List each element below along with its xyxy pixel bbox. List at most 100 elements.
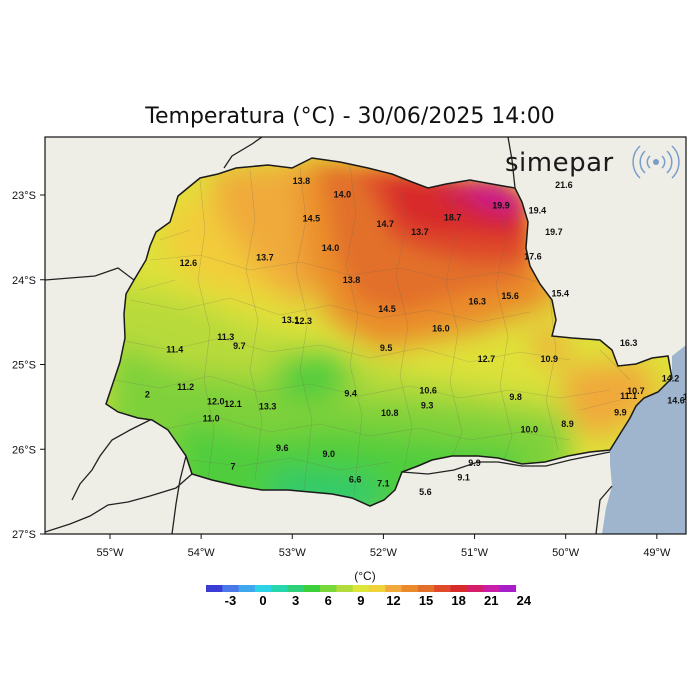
colorbar-swatch xyxy=(369,585,386,592)
lat-tick-label: 27°S xyxy=(12,529,36,541)
station-value: 12.6 xyxy=(180,258,198,268)
map-frame xyxy=(44,136,687,535)
colorbar-tick-label: -3 xyxy=(225,593,237,608)
station-value: 9.7 xyxy=(233,341,246,351)
colorbar-swatch xyxy=(385,585,402,592)
station-value: 16.0 xyxy=(432,323,450,333)
lat-tick-label: 23°S xyxy=(12,190,36,202)
station-value: 13.7 xyxy=(411,227,429,237)
lat-tick-label: 25°S xyxy=(12,360,36,372)
colorbar-swatch xyxy=(320,585,337,592)
station-value: 14.2 xyxy=(662,373,680,383)
station-value: 10.8 xyxy=(381,408,399,418)
colorbar-swatch xyxy=(401,585,419,592)
station-value: 11.4 xyxy=(166,345,183,355)
station-value: 9.3 xyxy=(421,401,434,411)
station-value: 14.6 xyxy=(667,395,685,405)
station-value: 19.7 xyxy=(545,227,563,237)
station-value: 12.1 xyxy=(224,399,242,409)
station-value: 15.4 xyxy=(551,289,569,299)
colorbar: (°C) -3 0 3 6 9 12 15 18 21 24 xyxy=(206,569,532,608)
colorbar-swatch xyxy=(287,585,305,592)
colorbar-swatch xyxy=(352,585,370,592)
station-value: 9.4 xyxy=(344,389,357,399)
station-value: 14.5 xyxy=(378,304,396,314)
station-value: 9.5 xyxy=(380,343,393,353)
colorbar-tick-label: 12 xyxy=(386,593,400,608)
municipal-borders xyxy=(114,164,631,496)
station-value: 7.1 xyxy=(377,479,390,489)
station-value: 10.0 xyxy=(520,424,538,434)
signal-waves-icon xyxy=(632,145,680,179)
simepar-logo: simepar xyxy=(505,145,680,179)
colorbar-swatch xyxy=(499,585,517,592)
station-value: 7 xyxy=(231,462,236,472)
lon-tick-label: 49°W xyxy=(643,547,671,559)
station-value: 14.5 xyxy=(303,213,321,223)
lon-tick-label: 52°W xyxy=(370,547,398,559)
station-value: 11.3 xyxy=(217,332,234,342)
station-value: 14.0 xyxy=(322,243,340,253)
lat-tick-label: 26°S xyxy=(12,444,36,456)
state-outline xyxy=(105,157,673,507)
map-title: Temperatura (°C) - 30/06/2025 14:00 xyxy=(145,104,555,129)
colorbar-tick-label: 6 xyxy=(325,593,332,608)
lat-tick-label: 24°S xyxy=(12,275,36,287)
station-value: 12.7 xyxy=(478,354,496,364)
colorbar-swatch xyxy=(254,585,272,592)
colorbar-tick-label: 15 xyxy=(419,593,433,608)
station-value: 21.6 xyxy=(555,180,573,190)
station-value: 13.1 xyxy=(282,315,300,325)
colorbar-tick-label: 24 xyxy=(517,593,532,608)
logo-text: simepar xyxy=(505,148,614,178)
station-value: 6.6 xyxy=(349,474,362,484)
station-value: 19.9 xyxy=(492,201,510,211)
neighbor-borders xyxy=(45,137,613,534)
station-value: 10.9 xyxy=(541,354,559,364)
station-value: 10.7 xyxy=(627,386,645,396)
colorbar-swatch xyxy=(271,585,288,592)
station-value: 5.6 xyxy=(419,487,432,497)
colorbar-tick-label: 3 xyxy=(292,593,299,608)
colorbar-swatch xyxy=(336,585,354,592)
colorbar-swatch xyxy=(206,585,223,592)
lon-tick-label: 50°W xyxy=(552,547,580,559)
station-value: 15.2 xyxy=(683,392,700,402)
colorbar-tick-label: 18 xyxy=(451,593,465,608)
station-value: 13.7 xyxy=(256,252,274,262)
station-value: 13.8 xyxy=(293,176,311,186)
station-value: 12.0 xyxy=(207,396,225,406)
station-value: 13.8 xyxy=(343,275,361,285)
colorbar-tick-label: 21 xyxy=(484,593,498,608)
colorbar-swatch xyxy=(222,585,239,592)
colorbar-swatch xyxy=(238,585,256,592)
colorbar-swatch xyxy=(466,585,484,592)
station-value: 18.7 xyxy=(444,212,462,222)
lon-tick-label: 55°W xyxy=(96,547,124,559)
colorbar-unit: (°C) xyxy=(354,569,375,583)
colorbar-swatch xyxy=(483,585,500,592)
colorbar-swatch xyxy=(434,585,451,592)
colorbar-swatch xyxy=(450,585,468,592)
station-value: 12.3 xyxy=(294,316,312,326)
station-value: 13.3 xyxy=(259,401,277,411)
station-value: 9.0 xyxy=(322,449,335,459)
station-value: 11.0 xyxy=(203,413,220,423)
colorbar-tick-label: 9 xyxy=(357,593,364,608)
colorbar-tick-label: 0 xyxy=(259,593,266,608)
colorbar-swatch xyxy=(417,585,435,592)
station-value: 16.3 xyxy=(620,338,638,348)
station-value: 17.6 xyxy=(524,251,542,261)
station-value: 14.0 xyxy=(334,190,352,200)
station-value: 16.3 xyxy=(469,296,487,306)
station-labels: 13.8 14.0 14.5 14.7 13.7 18.7 19.9 21.6 19.4 19.7… xyxy=(145,176,700,497)
ocean xyxy=(602,345,686,534)
station-value: 19.4 xyxy=(529,206,547,216)
station-value: 9.6 xyxy=(276,443,289,453)
station-value: 11.2 xyxy=(177,382,194,392)
station-value: 10.6 xyxy=(419,385,437,395)
station-value: 9.9 xyxy=(614,407,627,417)
lon-tick-label: 51°W xyxy=(461,547,489,559)
station-value: 8.9 xyxy=(561,419,574,429)
